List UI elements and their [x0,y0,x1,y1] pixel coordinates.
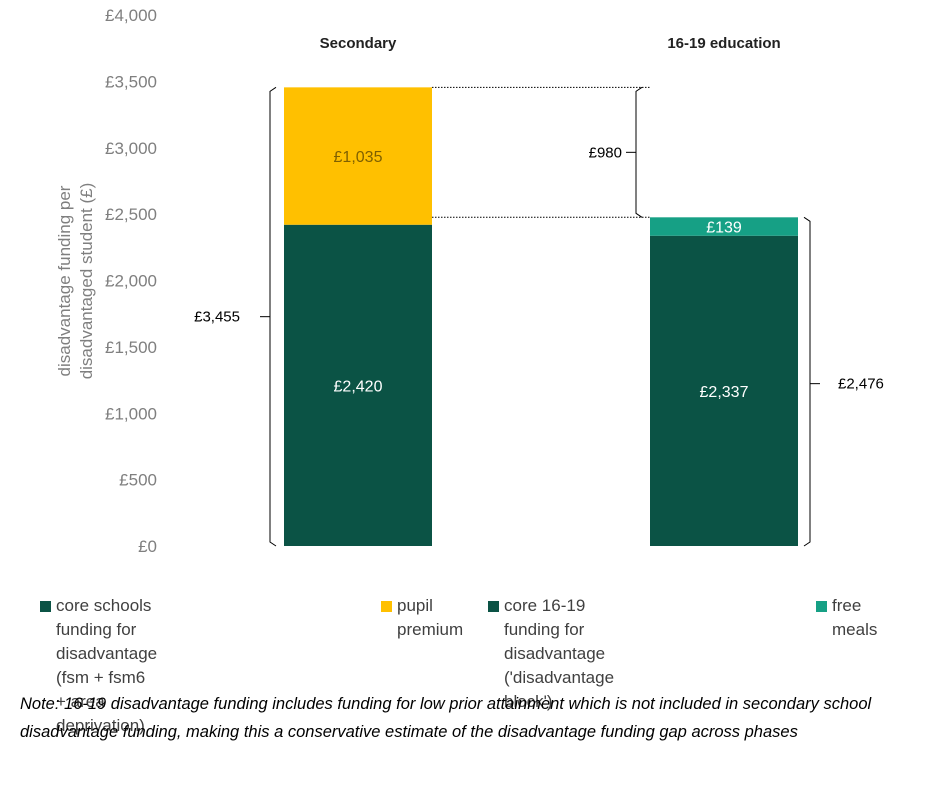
y-tick-label: £3,000 [105,139,157,158]
legend-swatch [381,601,392,612]
y-tick-label: £0 [138,537,157,556]
category-label: Secondary [320,35,397,52]
y-axis-title-line: disadvantage funding per [55,185,74,376]
legend-swatch [488,601,499,612]
legend-label: core 16-19 funding for disadvantage ('di… [504,596,615,711]
bar-segment [284,87,432,225]
total-bracket [803,216,811,547]
y-tick-label: £3,500 [105,72,157,91]
y-tick-label: £1,500 [105,338,157,357]
stacked-bar-chart: £0 £500 £1,000 £1,500 £2,000 £2,500 £3,000 £3,5… [55,6,884,556]
data-label: £139 [706,220,742,237]
post16-total-label: £2,476 [838,376,884,393]
bar-segment [284,224,432,546]
secondary-total-label: £3,455 [194,309,240,326]
y-tick-label: £4,000 [105,6,157,25]
legend: core schools funding for disadvantage (f… [0,594,936,735]
gap-bracket [635,86,643,218]
data-label: £1,035 [334,149,383,166]
data-label: £2,420 [334,378,383,395]
y-tick-label: £2,500 [105,205,157,224]
legend-swatch [40,601,51,612]
y-axis-title-line: disadvantaged student (£) [77,183,96,380]
gap-label: £980 [589,144,622,161]
y-axis-title: disadvantage funding per disadvantaged st… [55,183,96,380]
legend-label: core schools funding for disadvantage (f… [56,596,158,735]
total-bracket [269,86,277,547]
y-tick-label: £1,000 [105,404,157,423]
footnote: Note: 16-19 disadvantage funding include… [20,695,872,741]
y-tick-label: £500 [119,471,157,490]
legend-label: free meals [832,596,878,639]
legend-label: pupil premium [397,596,464,639]
bar-segment [650,217,798,236]
data-label: £2,337 [700,384,749,401]
legend-swatch [816,601,827,612]
category-label: 16-19 education [667,35,780,52]
y-tick-label: £2,000 [105,272,157,291]
bar-segment [650,235,798,546]
